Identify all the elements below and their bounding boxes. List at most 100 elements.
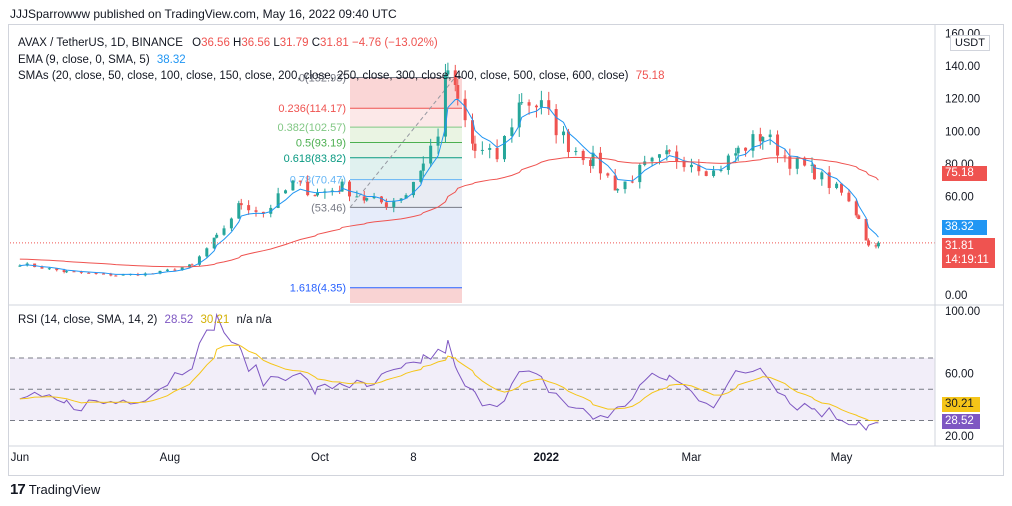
open-value: 36.56 [201,37,230,49]
candle-body [40,267,44,269]
candle-body [47,268,51,270]
candle-body [613,175,617,191]
candle-body [864,218,868,241]
brand-name: TradingView [28,482,101,497]
candle-body [205,248,209,257]
candle-body [197,256,201,265]
price-tick-label: 140.00 [945,61,980,73]
chart-frame[interactable] [8,24,1004,476]
candle-body [736,147,740,154]
candle-body [384,202,388,207]
price-tick-label: 0.00 [945,290,967,302]
candle-body [719,170,723,172]
open-label: O [192,37,202,49]
candle-body [446,70,450,75]
candle-body [606,173,610,176]
candle-body [254,210,258,212]
candle-body [180,267,184,271]
bar-countdown: 14:19:11 [945,254,989,266]
candle-body [372,196,376,199]
last-price: 31.81 [945,240,974,252]
candle-body [803,157,807,166]
candle-body [261,211,265,214]
sma-value: 75.18 [635,70,665,82]
candle-body [623,181,627,190]
candle-body [527,102,531,106]
candle-body [392,200,396,207]
candle-body [810,164,814,166]
candle-body [665,150,669,155]
candle-body [502,135,506,160]
candle-body [638,164,642,183]
candle-body [854,201,858,216]
candle-body [547,100,551,110]
change-value: −4.76 (−13.02%) [352,37,438,49]
candle-body [121,274,125,276]
rsi-label: RSI (14, close, SMA, 14, 2) [18,314,158,326]
candle-body [114,275,118,277]
candle-body [734,153,738,156]
candle-body [421,163,425,171]
sma-price-tag: 75.18 [942,166,987,181]
candle-body [215,234,219,238]
candle-body [857,215,861,219]
fib-level-label: 0.5(93.19) [296,137,346,149]
time-tick-label: 2022 [534,452,560,464]
fib-zone [350,287,462,303]
ema-legend[interactable]: EMA (9, close, 0, SMA, 5) 38.32 [18,54,186,66]
rsi-ma-value: 30.21 [200,314,230,326]
candle-body [239,203,243,206]
candle-body [480,149,484,151]
candle-body [704,171,708,176]
tradingview-logo-icon: 17 [10,481,26,498]
time-tick-label: Mar [682,452,702,464]
sma-line [19,156,879,268]
candle-body [404,195,408,199]
candle-body [510,127,514,136]
candle-body [616,189,620,191]
price-tick-label: 120.00 [945,94,980,106]
candle-body [101,273,105,275]
candle-body [165,269,169,271]
candle-body [190,264,194,266]
price-tick-label: 100.00 [945,126,980,138]
candle-body [589,160,593,167]
candle-body [72,271,76,273]
candle-body [566,131,570,153]
candle-body [827,172,831,188]
rsi-legend[interactable]: RSI (14, close, SMA, 14, 2) 28.52 30.21 … [18,314,272,326]
rsi-pane[interactable] [10,312,935,431]
rsi-tick-label: 60.00 [945,369,974,381]
fib-level-label: (53.46) [311,202,346,214]
candle-body [520,102,524,104]
candle-body [158,270,162,274]
tradingview-footer[interactable]: 17 TradingView [10,481,100,498]
candle-body [429,145,433,164]
candle-body [534,105,538,108]
candle-body [682,161,686,168]
candle-body [751,134,755,151]
candle-body [788,156,792,169]
candle-body [712,170,716,176]
low-value: 31.79 [279,37,309,49]
rsi-line [19,312,879,431]
time-tick-label: Aug [160,452,180,464]
candle-body [874,245,878,247]
price-pane[interactable]: 0(132.93) 0.236(114.17) 0.382(102.57) 0.5(9… [10,62,935,303]
candle-body [306,181,310,196]
candle-body [65,271,69,273]
fib-zone [350,142,462,158]
candle-body [820,172,824,180]
sma-legend[interactable]: SMAs (20, close, 50, close, 100, close, … [18,70,664,82]
candle-body [463,98,467,121]
candle-body [456,84,460,99]
currency-button[interactable]: USDT [950,35,990,51]
candle-body [18,265,22,267]
fib-level-label: 0.382(102.57) [278,122,347,134]
candle-body [237,203,241,219]
rsi-value: 28.52 [164,314,194,326]
candle-body [650,157,654,162]
candle-body [517,102,521,128]
candle-body [453,70,457,85]
